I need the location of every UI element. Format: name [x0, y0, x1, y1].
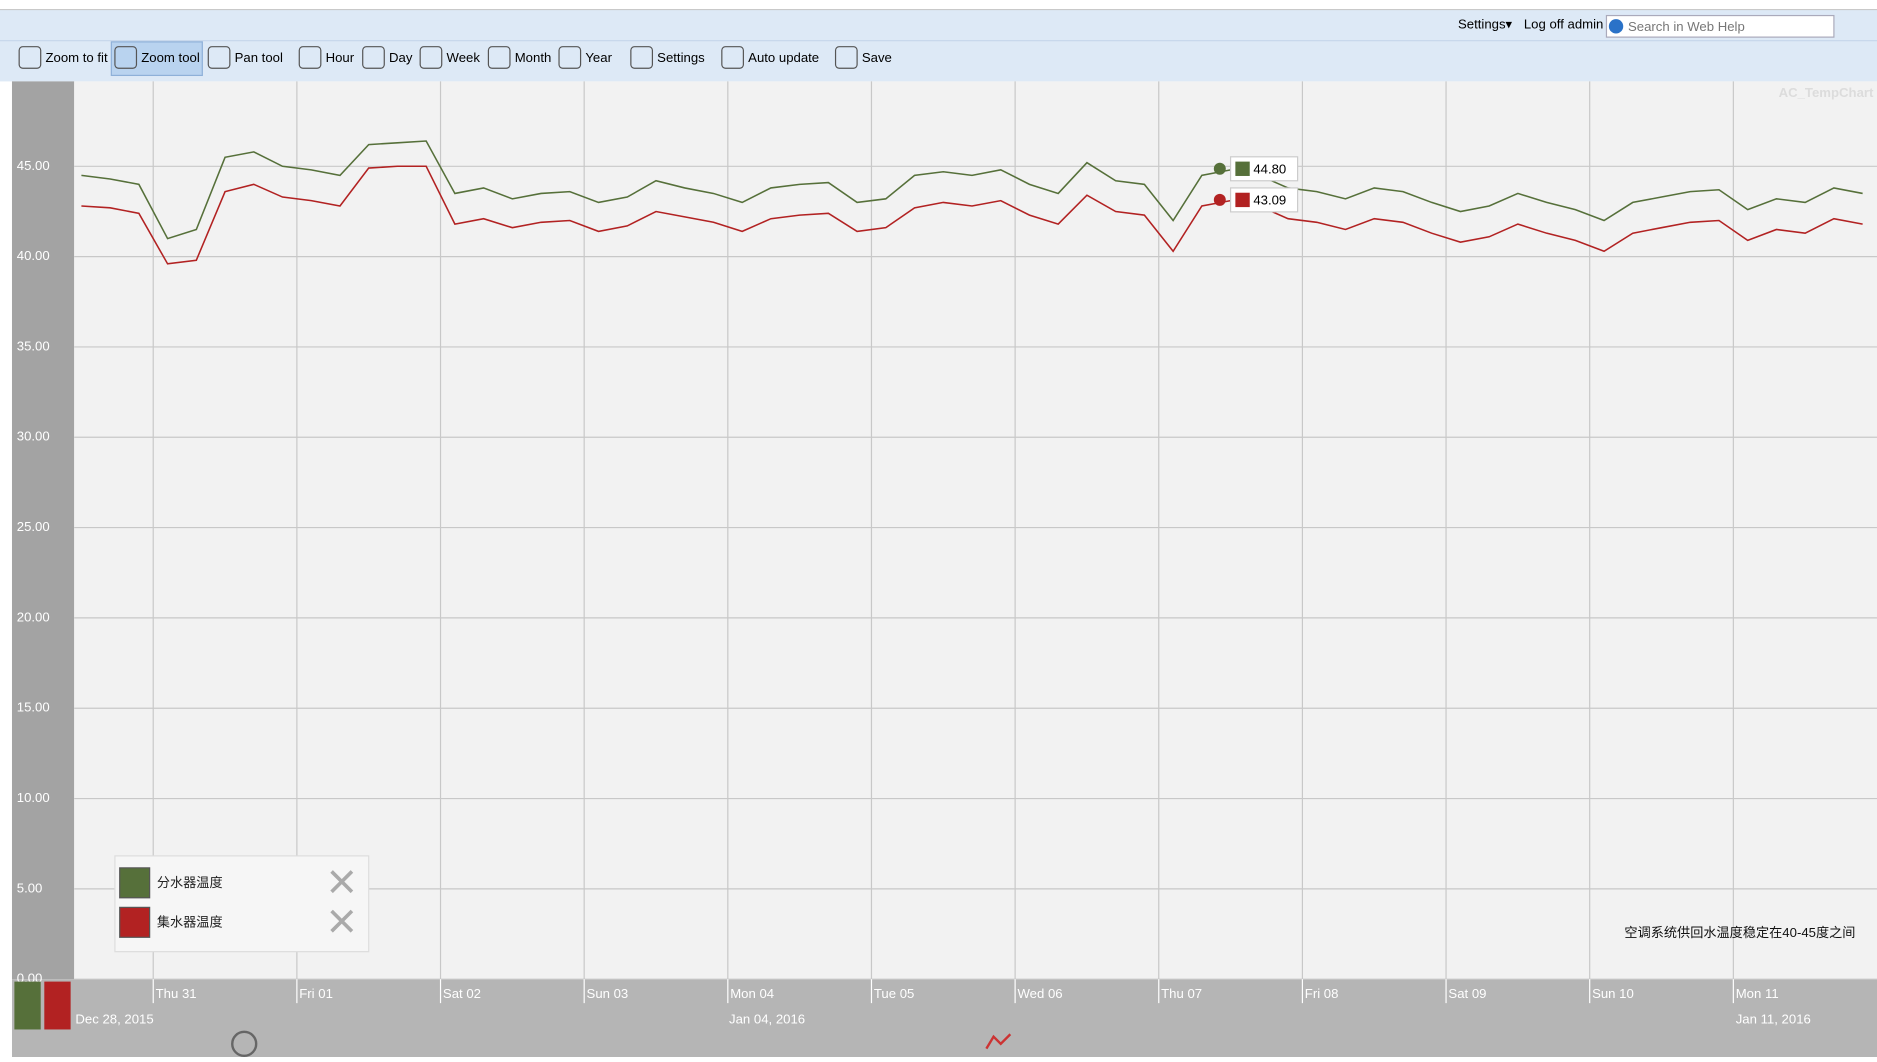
help-icon: [1608, 19, 1624, 34]
logoff-link[interactable]: Log off admin: [1524, 17, 1603, 32]
caption: 空调系统供回水温度稳定在40-45度之间: [1624, 925, 1855, 940]
y-tick-label: 20.00: [17, 609, 50, 624]
x-tick-label: Fri 01: [299, 986, 333, 1001]
x-tick-label: Mon 04: [730, 986, 774, 1001]
y-tick-label: 10.00: [17, 790, 50, 805]
search-placeholder: Search in Web Help: [1628, 19, 1745, 34]
tooltip-value: 43.09: [1253, 193, 1286, 208]
tooltip-swatch: [1235, 192, 1250, 208]
legend: [114, 855, 370, 953]
tool-icon[interactable]: [419, 46, 443, 69]
settings-menu[interactable]: Settings▾: [1458, 17, 1513, 32]
y-tick-label: 35.00: [17, 338, 50, 353]
watermark: AC_TempChart: [1779, 85, 1874, 100]
tool-button[interactable]: Zoom to fit: [45, 50, 107, 65]
x-tick-label: Sat 09: [1448, 986, 1486, 1001]
tool-icon[interactable]: [114, 46, 138, 69]
tool-icon[interactable]: [18, 46, 42, 69]
legend-label: 分水器温度: [157, 875, 223, 890]
tool-button[interactable]: Pan tool: [235, 50, 283, 65]
tool-button[interactable]: Zoom tool: [141, 50, 200, 65]
tool-icon[interactable]: [362, 46, 385, 69]
y-tick-label: 45.00: [17, 158, 50, 173]
active-tool: [110, 41, 203, 77]
y-tick-label: 40.00: [17, 248, 50, 263]
tool-button[interactable]: Auto update: [748, 50, 819, 65]
tool-icon[interactable]: [487, 46, 511, 69]
x-axis-panel: [11, 979, 1877, 1057]
x-sub-label: Jan 04, 2016: [729, 1011, 805, 1026]
trend-icon[interactable]: [985, 1033, 1012, 1050]
legend-swatch: [119, 867, 151, 899]
series-line: [81, 140, 1863, 240]
y-tick-label: 30.00: [17, 429, 50, 444]
tool-icon[interactable]: [558, 46, 582, 69]
tool-button[interactable]: Month: [515, 50, 552, 65]
tool-button[interactable]: Hour: [326, 50, 355, 65]
tooltip-swatch: [1235, 161, 1250, 176]
tool-icon[interactable]: [630, 46, 654, 69]
clock-icon[interactable]: [231, 1030, 258, 1057]
tool-icon[interactable]: [298, 46, 322, 69]
series-line: [81, 165, 1863, 265]
y-tick-label: 15.00: [17, 700, 50, 715]
header-bar: [0, 9, 1877, 82]
x-sub-label: Dec 28, 2015: [75, 1011, 153, 1026]
x-sub-label: Jan 11, 2016: [1736, 1011, 1811, 1026]
x-tick-label: Sat 02: [443, 986, 481, 1001]
tool-button[interactable]: Day: [389, 50, 413, 65]
x-tick-label: Thu 07: [1161, 986, 1202, 1001]
y-axis-panel: [11, 81, 75, 980]
series-swatch: [14, 981, 41, 1030]
x-tick-label: Sun 03: [587, 986, 629, 1001]
tool-button[interactable]: Year: [585, 50, 612, 65]
search-box[interactable]: [1605, 14, 1835, 38]
tool-icon[interactable]: [834, 46, 858, 69]
plot-area: [74, 81, 1877, 980]
x-tick-label: Mon 11: [1736, 986, 1779, 1001]
tool-icon[interactable]: [721, 46, 744, 69]
x-tick-label: Sun 10: [1592, 986, 1634, 1001]
series-swatch: [44, 981, 71, 1030]
y-tick-label: 5.00: [17, 880, 43, 895]
tool-button[interactable]: Save: [862, 50, 892, 65]
hover-dot: [1213, 193, 1226, 206]
x-tick-label: Wed 06: [1018, 986, 1063, 1001]
x-tick-label: Thu 31: [156, 986, 197, 1001]
legend-label: 集水器温度: [157, 914, 223, 929]
legend-swatch: [119, 906, 151, 938]
legend-remove[interactable]: [330, 909, 354, 933]
legend-remove[interactable]: [330, 870, 354, 894]
tool-button[interactable]: Settings: [657, 50, 705, 65]
x-tick-label: Fri 08: [1305, 986, 1339, 1001]
tool-button[interactable]: Week: [447, 50, 481, 65]
x-tick-label: Tue 05: [874, 986, 914, 1001]
tooltip-value: 44.80: [1253, 161, 1286, 176]
tool-icon[interactable]: [207, 46, 231, 69]
y-tick-label: 25.00: [17, 519, 50, 534]
hover-dot: [1213, 162, 1226, 175]
